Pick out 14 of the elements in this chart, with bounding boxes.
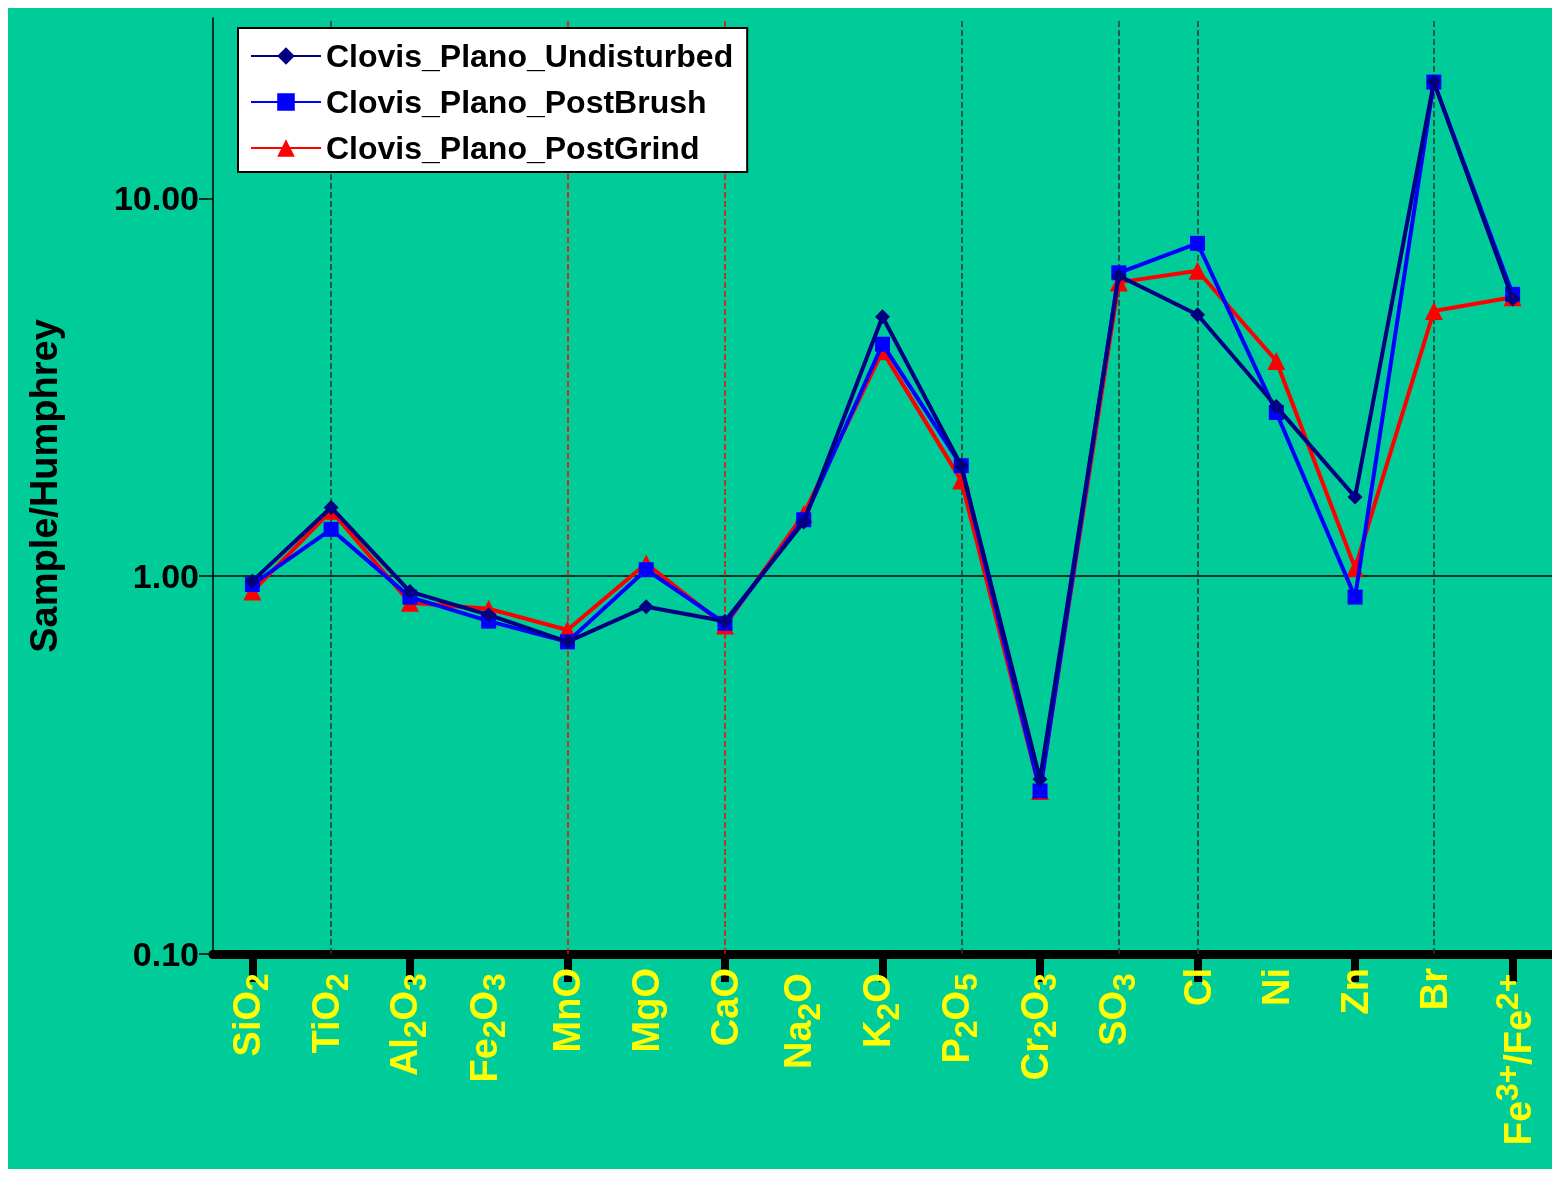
x-tick-label: MgO	[624, 968, 669, 1053]
x-tick-label: MnO	[545, 968, 590, 1053]
y-tick-label: 1.00	[132, 557, 199, 596]
x-tick-label: Ni	[1254, 968, 1299, 1006]
y-axis-title: Sample/Humphrey	[23, 319, 65, 653]
x-tick-label: CaO	[703, 968, 747, 1047]
y-tick-label: 0.10	[132, 935, 199, 973]
x-tick-label: Zn	[1333, 968, 1378, 1015]
legend-label: Clovis_Plano_PostBrush	[326, 84, 707, 120]
legend-label: Clovis_Plano_Undisturbed	[326, 38, 734, 74]
y-tick-label: 10.00	[113, 179, 199, 218]
x-tick-label: Cl	[1175, 968, 1220, 1006]
legend-label: Clovis_Plano_PostGrind	[326, 130, 700, 166]
x-tick-label: Br	[1411, 968, 1456, 1011]
